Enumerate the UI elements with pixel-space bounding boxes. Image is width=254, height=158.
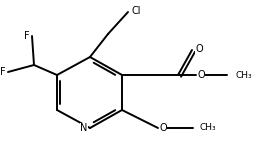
- Text: N: N: [80, 123, 88, 133]
- Text: O: O: [197, 70, 205, 80]
- Text: CH₃: CH₃: [199, 124, 216, 133]
- Text: O: O: [195, 44, 203, 54]
- Text: F: F: [0, 67, 6, 77]
- Text: F: F: [24, 31, 30, 41]
- Text: Cl: Cl: [131, 6, 140, 16]
- Text: O: O: [159, 123, 167, 133]
- Text: CH₃: CH₃: [235, 70, 252, 79]
